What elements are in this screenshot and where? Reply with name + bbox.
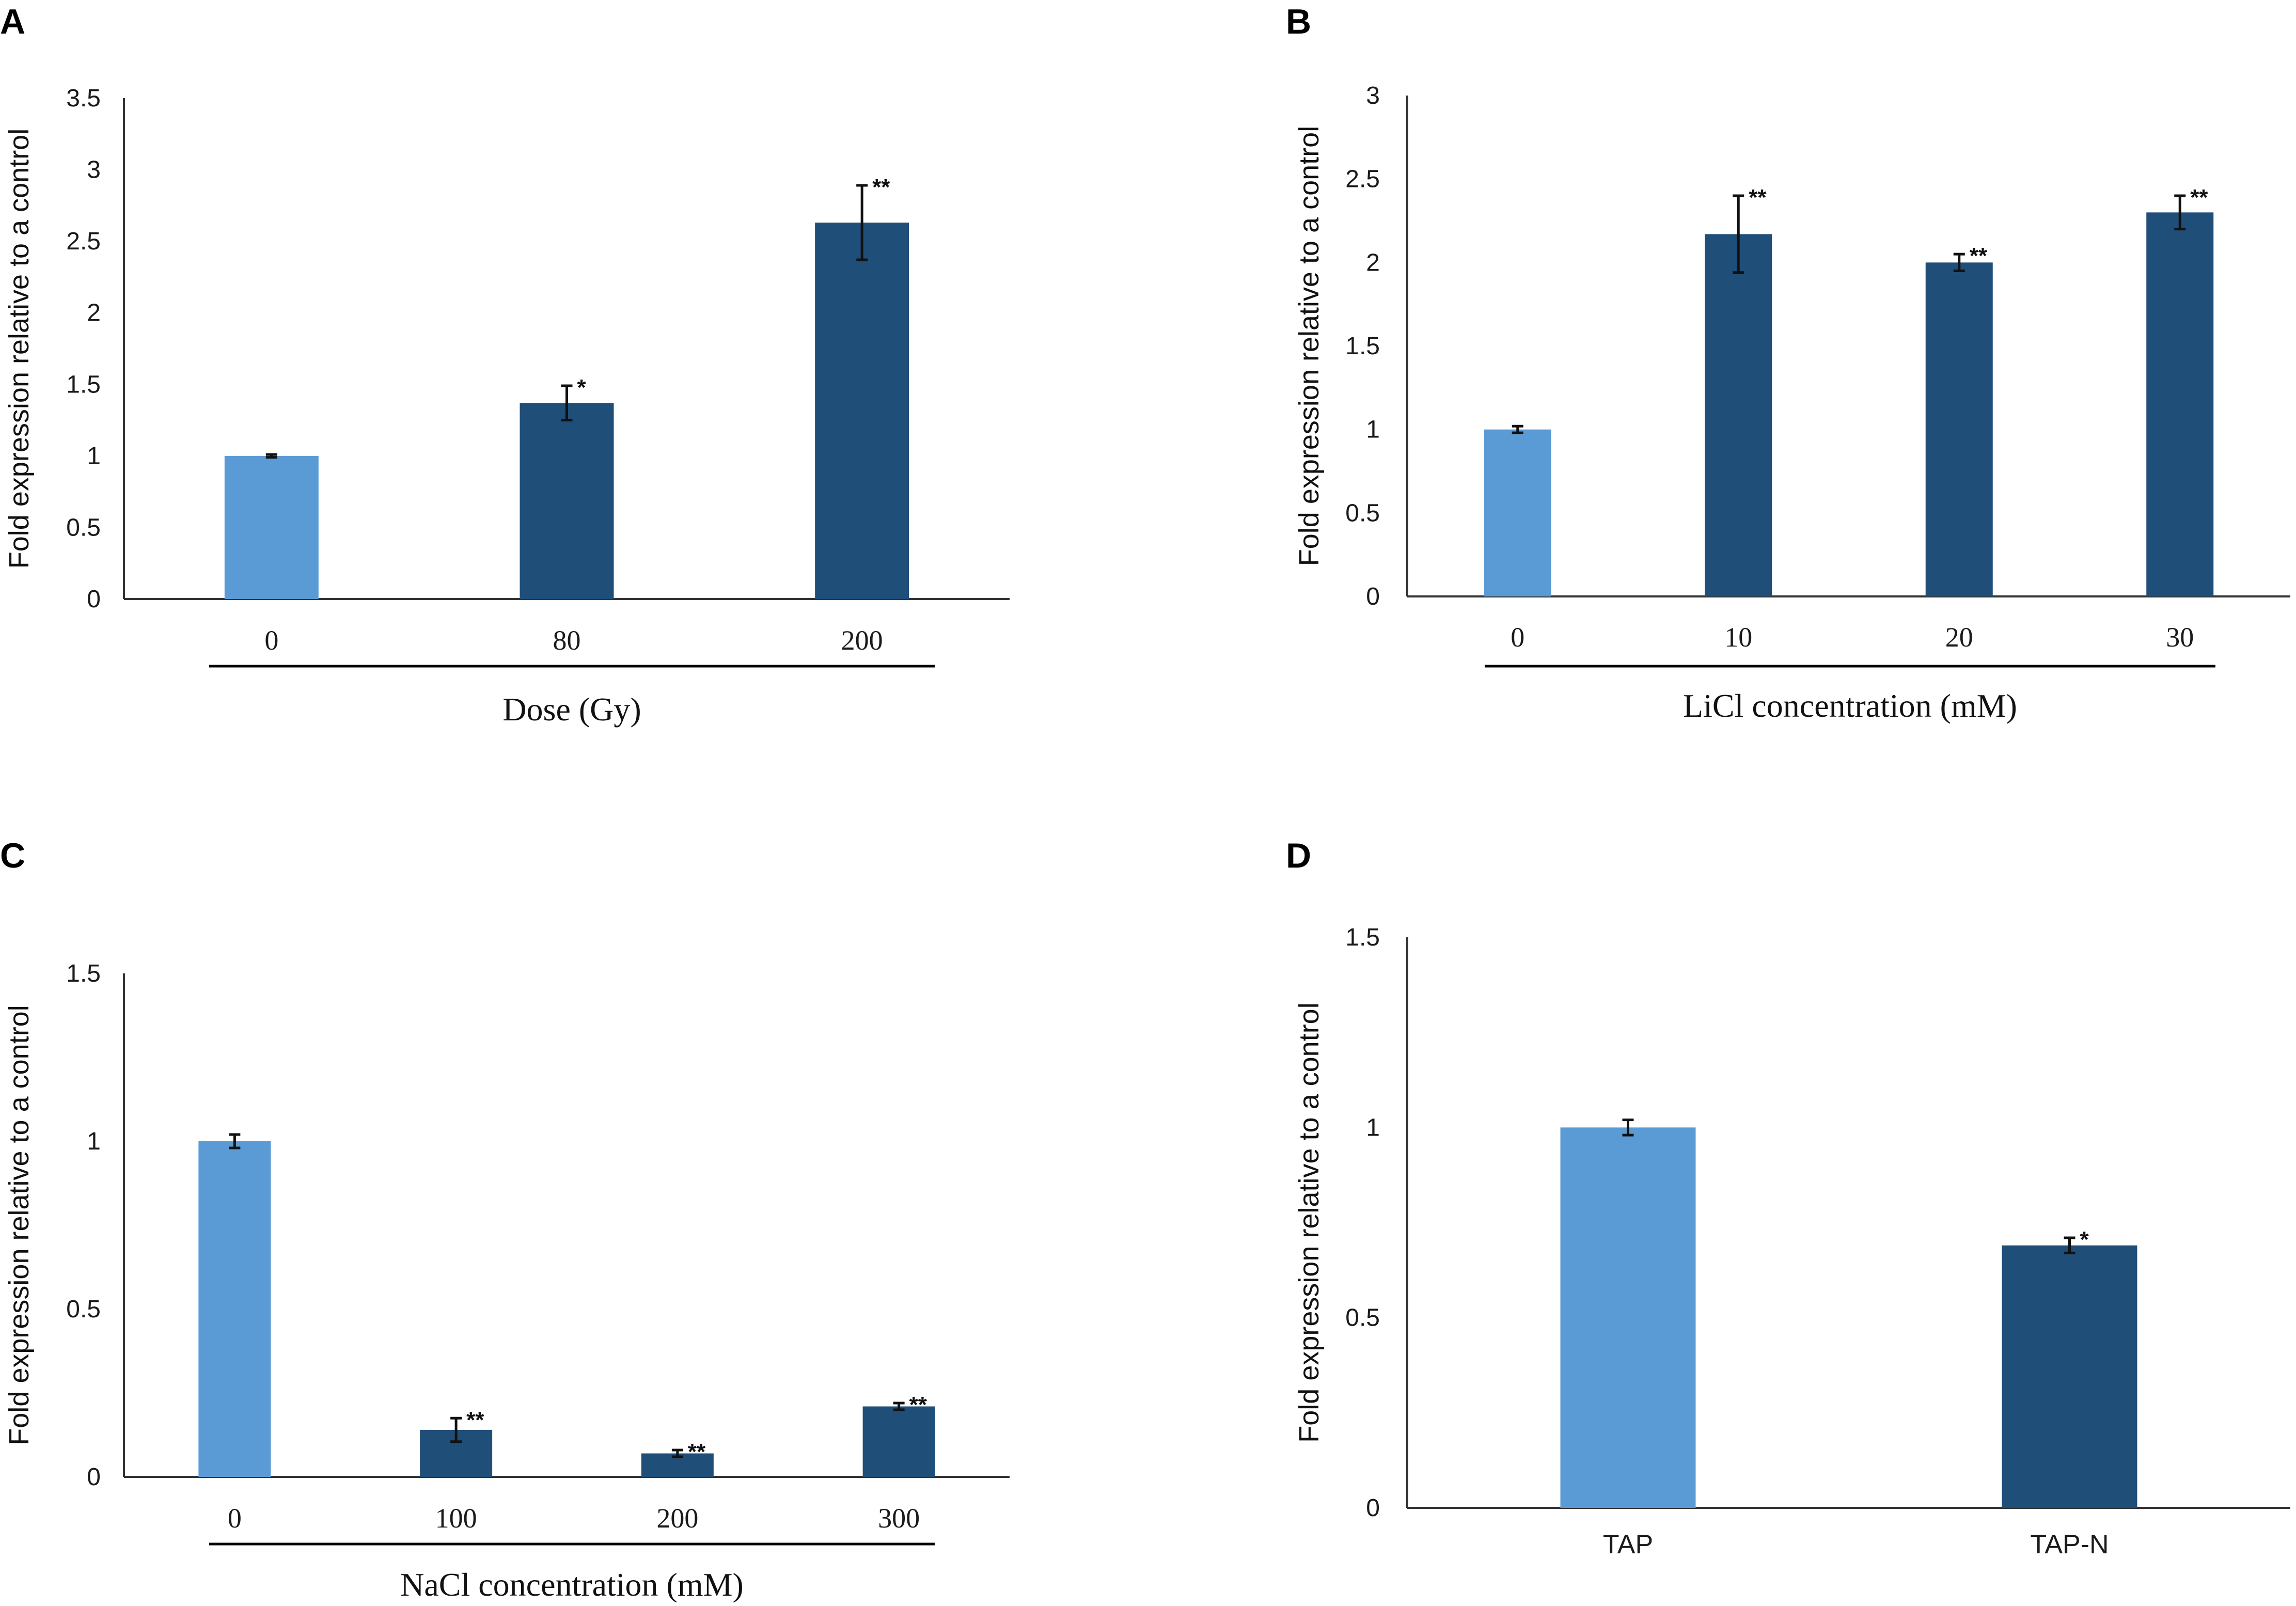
bar-tap-n: [2002, 1245, 2137, 1508]
y-tick-label: 1.5: [66, 960, 101, 987]
y-axis-label: Fold expression relative to a control: [4, 129, 35, 569]
x-tick-label: TAP: [1603, 1530, 1653, 1560]
panel-a: A 0 0.5 1 1.5 2 2.5 3 3.5 Fold expression relativ…: [0, 2, 1010, 728]
error-bar: [229, 1133, 241, 1150]
x-tick-label: 300: [878, 1503, 920, 1534]
error-bar: [893, 1402, 905, 1411]
y-tick-label: 2.5: [1345, 166, 1380, 193]
bar-30: [2146, 212, 2214, 596]
y-tick-label: 0.5: [1345, 1304, 1380, 1332]
significance-marker: **: [872, 175, 890, 200]
y-axis-label: Fold expression relative to a control: [4, 1005, 35, 1445]
x-tick-label: 100: [435, 1503, 477, 1534]
y-tick-label: 2.5: [66, 228, 101, 255]
significance-marker: **: [466, 1407, 484, 1432]
significance-marker: **: [1749, 185, 1767, 210]
y-axis-label: Fold expression relative to a control: [1294, 1002, 1325, 1442]
y-tick-label: 1: [1366, 1114, 1380, 1141]
error-bar: [856, 184, 868, 261]
bar-200: [815, 223, 909, 600]
x-tick-label: 80: [553, 625, 581, 656]
y-tick-label: 1: [87, 1128, 101, 1155]
bar-300: [862, 1406, 935, 1477]
y-tick-label: 0.5: [66, 1296, 101, 1323]
x-tick-label: 200: [656, 1503, 698, 1534]
bar-tap: [1560, 1127, 1696, 1508]
x-tick-label: 20: [1945, 622, 1973, 653]
error-bar: [450, 1416, 462, 1443]
error-bar: [265, 453, 277, 459]
y-tick-label: 0: [87, 586, 101, 613]
y-tick-label: 2: [87, 300, 101, 327]
y-tick-label: 1: [87, 443, 101, 470]
y-tick-label: 2: [1366, 249, 1380, 276]
y-tick-label: 1.5: [66, 371, 101, 398]
x-tick-label: 200: [841, 625, 883, 656]
panel-letter: B: [1286, 2, 1311, 41]
x-tick-label: 0: [228, 1503, 242, 1534]
error-bar: [671, 1448, 683, 1458]
x-tick-label: 0: [264, 625, 278, 656]
y-tick-label: 0: [1366, 1494, 1380, 1522]
y-tick-label: 0.5: [66, 514, 101, 541]
error-bar: [2064, 1236, 2075, 1254]
bar-20: [1925, 262, 1993, 596]
error-bar: [561, 384, 573, 422]
y-tick-label: 3: [1366, 82, 1380, 109]
bar-80: [520, 403, 614, 599]
y-axis-label: Fold expression relative to a control: [1294, 126, 1325, 566]
error-bar: [1953, 253, 1965, 272]
significance-marker: **: [2190, 185, 2208, 210]
y-tick-label: 3.5: [66, 85, 101, 112]
x-tick-label: TAP-N: [2030, 1530, 2109, 1560]
error-bar: [1512, 424, 1523, 434]
bar-10: [1705, 234, 1772, 596]
y-tick-label: 3: [87, 156, 101, 184]
error-bar: [2174, 194, 2186, 231]
x-axis-label: LiCl concentration (mM): [1683, 687, 2017, 724]
significance-marker: **: [688, 1439, 706, 1465]
y-tick-label: 0: [1366, 583, 1380, 610]
panel-letter: C: [0, 836, 25, 875]
significance-marker: *: [2080, 1227, 2089, 1252]
panel-letter: A: [0, 2, 25, 41]
y-tick-label: 1.5: [1345, 333, 1380, 360]
significance-marker: **: [1970, 243, 1988, 269]
significance-marker: *: [577, 375, 587, 400]
y-tick-label: 0.5: [1345, 499, 1380, 527]
panel-c: C 0 0.5 1 1.5 Fold expression relative to a c…: [0, 836, 1010, 1603]
bar-0: [1484, 429, 1551, 596]
x-axis-label: Dose (Gy): [502, 691, 641, 728]
x-tick-label: 10: [1724, 622, 1752, 653]
bar-0: [198, 1141, 271, 1477]
panel-b: B 0 0.5 1 1.5 2 2.5 3 Fold expression relative t…: [1286, 2, 2290, 724]
significance-marker: **: [909, 1392, 927, 1418]
bar-0: [224, 455, 319, 599]
x-tick-label: 0: [1511, 622, 1524, 653]
x-tick-label: 30: [2166, 622, 2194, 653]
y-tick-label: 1: [1366, 416, 1380, 444]
error-bar: [1622, 1119, 1634, 1137]
panel-d: D 0 0.5 1 1.5 Fold expression relative to a c…: [1286, 836, 2290, 1560]
error-bar: [1733, 194, 1744, 274]
x-axis-label: NaCl concentration (mM): [400, 1566, 744, 1603]
panel-letter: D: [1286, 836, 1311, 875]
y-tick-label: 0: [87, 1463, 101, 1491]
y-tick-label: 1.5: [1345, 924, 1380, 951]
